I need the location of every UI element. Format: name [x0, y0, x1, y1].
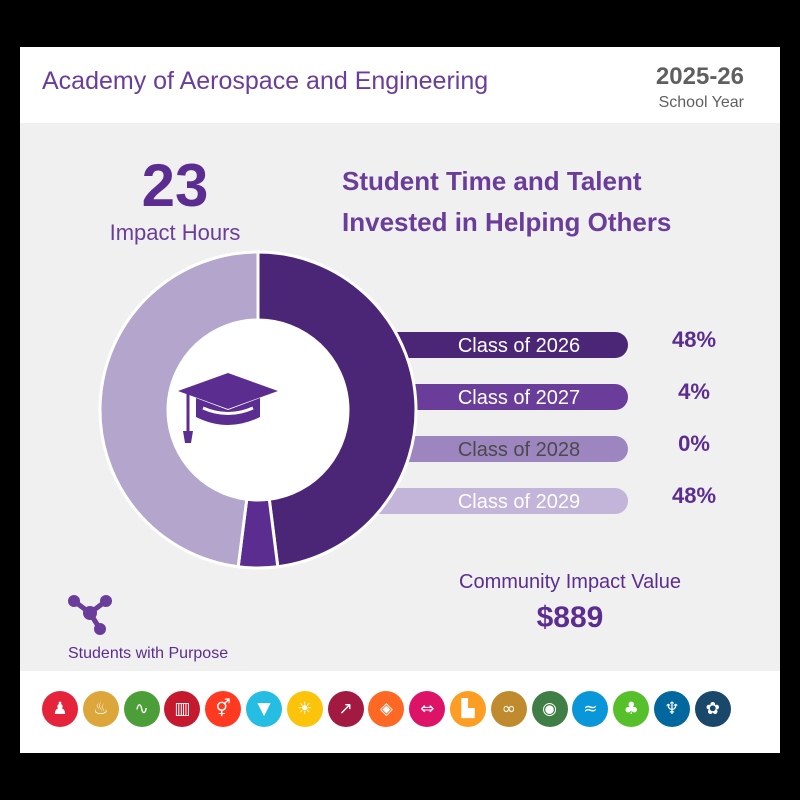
gender-icon: ⚥: [205, 691, 242, 727]
donut-chart: Class of 2026 48% Class of 2027 4% Class of …: [98, 250, 716, 570]
school-year: 2025-26 School Year: [656, 63, 744, 115]
impact-hours-value: 23: [141, 152, 209, 219]
percent-label: 4%: [678, 379, 710, 404]
percent-label: 0%: [678, 431, 710, 456]
bowl-icon: ♨: [82, 691, 119, 727]
header: Academy of Aerospace and Engineering 202…: [20, 47, 780, 123]
program-title: Academy of Aerospace and Engineering: [42, 67, 489, 95]
tree-icon: ♣: [613, 691, 650, 727]
legend-bar: [330, 488, 628, 514]
equality-icon: ⇔: [409, 691, 446, 727]
community-impact-value: Community Impact Value $889: [440, 567, 700, 639]
goals-icon-row: ♟ ♨ ∿ ▥ ⚥ ▼ ☀ ↗ ◈ ⇔ ▙ ∞ ◉ ≈ ♣ ♆ ✿: [20, 671, 780, 753]
legend-label: Class of 2027: [458, 387, 580, 409]
percent-label: 48%: [672, 327, 716, 352]
impact-hours: 23 Impact Hours: [90, 153, 260, 247]
chart-title: Student Time and Talent Invested in Help…: [342, 166, 672, 237]
sun-icon: ☀: [286, 691, 323, 727]
legend-label: Class of 2028: [458, 439, 580, 461]
rings-icon: ✿: [694, 691, 731, 727]
community-impact-label: Community Impact Value: [459, 571, 681, 593]
eye-icon: ◉: [531, 691, 568, 727]
year-sublabel: School Year: [658, 94, 744, 111]
family-icon: ♟: [42, 691, 78, 727]
chart-panel: 23 Impact Hours Student Time and Talent …: [20, 123, 780, 671]
students-with-purpose-logo-icon: [68, 595, 112, 635]
growth-chart-icon: ↗: [327, 691, 364, 727]
legend-label: Class of 2029: [458, 491, 580, 513]
water-icon: ▼: [246, 691, 282, 727]
community-impact-amount: $889: [536, 601, 604, 634]
dove-icon: ♆: [654, 691, 690, 727]
legend-label: Class of 2026: [458, 335, 580, 357]
impact-hours-label: Impact Hours: [109, 220, 241, 245]
graduation-cap-icon: [178, 373, 278, 443]
brand-label: Students with Purpose: [68, 645, 229, 662]
book-icon: ▥: [164, 691, 201, 727]
cubes-icon: ◈: [368, 691, 405, 727]
brand: Students with Purpose: [60, 593, 260, 662]
year-label: 2025-26: [655, 63, 744, 90]
heartbeat-icon: ∿: [123, 691, 160, 727]
percent-label: 48%: [672, 483, 716, 508]
impact-card: Academy of Aerospace and Engineering 202…: [20, 47, 780, 753]
infinity-icon: ∞: [490, 691, 527, 727]
fish-icon: ≈: [572, 691, 609, 727]
city-icon: ▙: [450, 691, 486, 727]
